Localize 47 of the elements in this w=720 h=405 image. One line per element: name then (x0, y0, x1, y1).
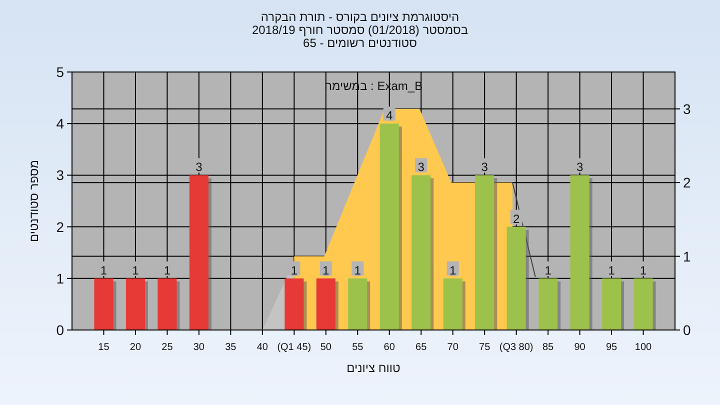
data-label: 1 (322, 263, 330, 278)
y2-tick-label: 3 (683, 100, 691, 117)
x-tick-label: 65 (416, 342, 428, 353)
x-tick-label: 55 (352, 342, 364, 353)
y-tick-label: 3 (56, 167, 64, 184)
y2-tick-label: 2 (683, 174, 691, 191)
data-label: 1 (450, 263, 456, 278)
data-label: 3 (418, 160, 425, 174)
x-tick-label: 30 (193, 342, 205, 353)
data-label: 1 (290, 263, 298, 278)
data-label: 3 (576, 160, 584, 174)
x-tick-label: 20 (130, 342, 142, 353)
data-label: 1 (640, 263, 647, 278)
x-tick-label: 75 (479, 342, 491, 353)
data-label: 1 (544, 263, 552, 278)
x-tick-label: (Q1 45) (277, 342, 312, 353)
data-label: 3 (196, 160, 203, 174)
x-tick-label: 90 (574, 342, 586, 353)
data-label: 1 (100, 263, 108, 278)
x-tick-label: 60 (384, 342, 396, 353)
y-tick-label: 0 (56, 322, 64, 338)
data-label: 1 (354, 263, 362, 278)
x-tick-label: 70 (447, 342, 459, 353)
y-tick-label: 2 (56, 218, 64, 235)
x-tick-label: 15 (98, 342, 110, 353)
y-tick-label: 5 (56, 64, 64, 80)
x-tick-label: (Q3 80) (499, 342, 534, 353)
x-tick-label: 25 (162, 342, 174, 353)
x-tick-label: 85 (542, 342, 554, 353)
x-tick-label: 35 (225, 342, 237, 353)
data-label: 1 (132, 263, 140, 278)
x-tick-label: 95 (606, 342, 618, 353)
y-tick-label: 4 (56, 116, 64, 132)
x-tick-label: 100 (634, 342, 652, 353)
data-label: 1 (164, 263, 171, 278)
data-label: 4 (386, 108, 394, 123)
x-axis-title: טווח ציונים (346, 361, 401, 375)
y-tick-label: 1 (56, 270, 64, 286)
y2-tick-label: 0 (683, 322, 691, 338)
data-label: 3 (481, 160, 488, 174)
data-label: 2 (512, 212, 520, 226)
data-label: 1 (608, 263, 616, 278)
y-axis-title: מספר סטודנטים (27, 160, 41, 242)
x-tick-label: 50 (320, 342, 332, 353)
title: היסטוגרמת ציונים בקורס - תורת הבקרה בסמסטר (01/2018) סמסטר חורף 2018/19 סטודנטים רשומים - 65 (252, 10, 468, 50)
x-tick-label: 40 (256, 342, 268, 353)
y2-tick-label: 1 (683, 248, 691, 264)
